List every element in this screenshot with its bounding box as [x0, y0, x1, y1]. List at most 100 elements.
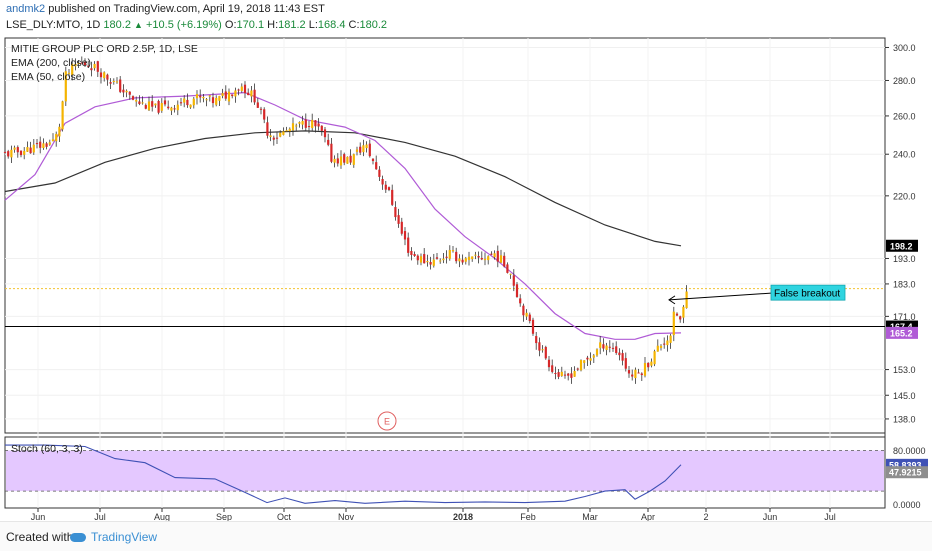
candle-down	[90, 68, 93, 71]
candle-up	[215, 97, 218, 105]
candle-down	[35, 143, 39, 145]
candle-up	[42, 143, 45, 148]
candle-down	[323, 129, 327, 138]
candle-down	[503, 255, 506, 267]
candle-down	[477, 256, 480, 258]
price-change: +10.5 (+6.19%)	[146, 19, 222, 31]
price-tick-label: 138.0	[893, 414, 916, 424]
stoch-tick-label: 0.0000	[893, 500, 921, 510]
candle-down	[96, 61, 99, 72]
low-value: 168.4	[317, 19, 346, 31]
candle-up	[112, 80, 115, 82]
time-tick-label: Feb	[520, 512, 536, 521]
candle-up	[71, 63, 74, 76]
candle-down	[99, 72, 103, 78]
ema50-price-label-bg	[886, 326, 918, 339]
price-tick-label: 280.0	[893, 76, 916, 86]
candle-down	[512, 275, 515, 286]
candle-down	[128, 91, 131, 95]
candle-up	[32, 144, 35, 153]
candle-up	[282, 131, 285, 135]
candle-up	[285, 130, 288, 132]
low-label: L:	[308, 19, 318, 31]
candle-up	[74, 64, 77, 67]
chart-area[interactable]: 138.0 145.0 153.0 171.0 183.0 193.0 220.0 240.0…	[0, 36, 932, 521]
candle-down	[122, 89, 125, 93]
time-tick-label: Jul	[824, 512, 836, 521]
candle-down	[167, 106, 170, 109]
candle-down	[413, 254, 416, 256]
false-breakout-arrow	[668, 292, 772, 301]
candle-up	[58, 126, 61, 137]
price-grid	[5, 46, 885, 420]
candle-down	[317, 123, 320, 127]
candle-up	[125, 90, 128, 93]
candle-down	[186, 99, 189, 106]
candle-up	[227, 91, 231, 102]
candle-up	[560, 371, 563, 376]
candlesticks	[3, 56, 688, 384]
candle-up	[189, 104, 192, 108]
candle-down	[157, 100, 160, 113]
candle-down	[679, 316, 682, 320]
candle-up	[643, 363, 647, 376]
candle-up	[55, 133, 58, 142]
tradingview-logo[interactable]: TradingView	[70, 530, 157, 544]
author-link[interactable]: andmk2	[6, 3, 46, 15]
candle-up	[650, 361, 653, 366]
candle-up	[672, 311, 675, 336]
candle-down	[461, 259, 464, 263]
candle-down	[554, 373, 557, 375]
candle-down	[531, 319, 535, 334]
candle-up	[666, 340, 669, 346]
candle-up	[583, 360, 586, 363]
tradingview-cloud-icon	[70, 533, 86, 543]
candle-down	[378, 169, 381, 177]
candle-down	[163, 100, 167, 105]
candle-up	[474, 254, 477, 256]
candle-up	[541, 349, 544, 351]
candle-up	[682, 306, 685, 318]
candle-up	[183, 98, 186, 103]
close-label: C:	[348, 19, 360, 31]
candle-down	[314, 120, 317, 127]
candle-up	[170, 107, 173, 111]
candle-up	[13, 147, 16, 150]
candle-up	[339, 156, 343, 166]
stoch-k-line	[5, 444, 682, 504]
candle-down	[547, 359, 551, 368]
candle-down	[400, 221, 403, 234]
price-tick-label: 300.0	[893, 43, 916, 53]
stochastic-pane: 0.0000 80.0000	[5, 444, 926, 510]
earnings-marker-label: E	[384, 417, 390, 427]
open-value: 170.1	[236, 19, 265, 31]
candle-up	[176, 104, 179, 111]
candle-up	[426, 261, 429, 263]
false-breakout-box	[770, 284, 846, 301]
candle-down	[173, 108, 176, 110]
candle-up	[352, 154, 355, 165]
candle-up	[493, 253, 496, 258]
candle-down	[368, 143, 371, 157]
candle-up	[464, 258, 467, 262]
candle-down	[384, 184, 387, 190]
candle-down	[403, 231, 407, 240]
time-tick-label: Nov	[338, 512, 355, 521]
candle-down	[538, 342, 541, 351]
candle-down	[445, 256, 448, 258]
candle-down	[519, 298, 522, 304]
candle-up	[295, 125, 298, 127]
candle-up	[26, 147, 29, 152]
ema50-price-label: 165.2	[890, 328, 913, 338]
price-tick-label: 260.0	[893, 111, 916, 121]
candle-down	[211, 97, 215, 104]
candle-down	[528, 314, 531, 322]
candle-down	[138, 101, 141, 104]
chart-header: andmk2 published on TradingView.com, Apr…	[0, 0, 932, 36]
price-tick-label: 240.0	[893, 150, 916, 160]
chart-legend: MITIE GROUP PLC ORD 2.5P, 1D, LSE EMA (2…	[11, 43, 198, 455]
candle-up	[483, 258, 487, 261]
high-label: H:	[267, 19, 279, 31]
candle-up	[579, 360, 583, 371]
candle-down	[45, 143, 48, 147]
